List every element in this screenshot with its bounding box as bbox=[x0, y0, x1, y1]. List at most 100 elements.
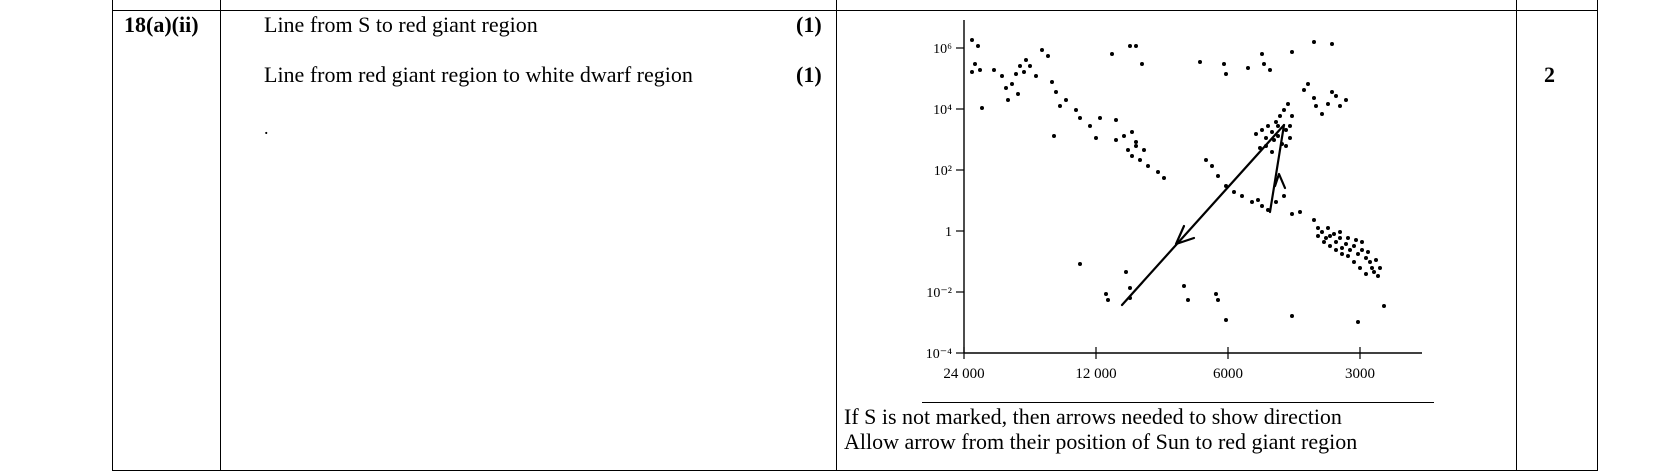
star-point bbox=[992, 68, 996, 72]
star-point bbox=[1058, 104, 1062, 108]
star-point bbox=[1312, 96, 1316, 100]
star-point bbox=[1338, 104, 1342, 108]
x-tick-label: 6000 bbox=[1213, 366, 1243, 382]
star-point bbox=[1022, 70, 1026, 74]
star-point bbox=[1198, 60, 1202, 64]
star-point bbox=[1340, 252, 1344, 256]
star-point bbox=[1004, 86, 1008, 90]
y-tick-label: 10⁶ bbox=[933, 42, 952, 57]
star-point bbox=[1104, 292, 1108, 296]
star-point bbox=[1284, 128, 1288, 132]
star-point bbox=[1260, 128, 1264, 132]
star-point bbox=[1016, 92, 1020, 96]
y-tick-label: 1 bbox=[945, 225, 952, 240]
star-point bbox=[1254, 132, 1258, 136]
star-point bbox=[1306, 82, 1310, 86]
star-point bbox=[1356, 320, 1360, 324]
star-point bbox=[1260, 204, 1264, 208]
star-point bbox=[1098, 116, 1102, 120]
star-point bbox=[1334, 240, 1338, 244]
star-point bbox=[1290, 314, 1294, 318]
star-point bbox=[1330, 42, 1334, 46]
star-point bbox=[1278, 114, 1282, 118]
star-point bbox=[1272, 138, 1276, 142]
star-point bbox=[1346, 254, 1350, 258]
star-point bbox=[1064, 98, 1068, 102]
star-point bbox=[1316, 234, 1320, 238]
star-point bbox=[1106, 298, 1110, 302]
star-point bbox=[1274, 200, 1278, 204]
star-point bbox=[1204, 158, 1208, 162]
mark-2: (1) bbox=[796, 62, 822, 87]
star-point bbox=[1338, 230, 1342, 234]
star-point bbox=[1290, 50, 1294, 54]
star-point bbox=[1328, 234, 1332, 238]
star-point bbox=[1354, 238, 1358, 242]
star-point bbox=[1372, 270, 1376, 274]
star-point bbox=[1312, 40, 1316, 44]
star-point bbox=[1134, 144, 1138, 148]
star-points bbox=[970, 38, 1386, 324]
mark-1: (1) bbox=[796, 12, 822, 37]
star-point bbox=[1050, 80, 1054, 84]
star-point bbox=[1040, 48, 1044, 52]
star-point bbox=[1130, 154, 1134, 158]
star-point bbox=[1382, 304, 1386, 308]
star-point bbox=[1344, 242, 1348, 246]
star-point bbox=[1266, 124, 1270, 128]
star-point bbox=[1010, 82, 1014, 86]
star-point bbox=[1290, 114, 1294, 118]
y-tick-label: 10⁻² bbox=[926, 286, 952, 301]
star-point bbox=[1334, 248, 1338, 252]
star-point bbox=[1138, 158, 1142, 162]
star-point bbox=[1014, 72, 1018, 76]
star-point bbox=[1334, 94, 1338, 98]
star-point bbox=[1360, 240, 1364, 244]
table-col-border-3 bbox=[836, 0, 837, 471]
arrowhead-up-icon bbox=[1273, 172, 1287, 190]
star-point bbox=[1288, 124, 1292, 128]
star-point bbox=[1326, 226, 1330, 230]
x-tick-label: 24 000 bbox=[943, 366, 984, 382]
guidance-note-1: If S is not marked, then arrows needed t… bbox=[844, 404, 1342, 429]
arrowhead-down-icon bbox=[1174, 224, 1196, 246]
star-point bbox=[1110, 52, 1114, 56]
x-ticks: 24 000 12 000 6000 3000 bbox=[943, 347, 1375, 382]
guidance-note-2: Allow arrow from their position of Sun t… bbox=[844, 429, 1358, 454]
star-point bbox=[1006, 98, 1010, 102]
star-point bbox=[1018, 64, 1022, 68]
axes bbox=[963, 20, 1422, 354]
star-point bbox=[978, 68, 982, 72]
star-point bbox=[1370, 266, 1374, 270]
star-point bbox=[1366, 250, 1370, 254]
star-point bbox=[1282, 194, 1286, 198]
star-point bbox=[1182, 284, 1186, 288]
star-point bbox=[1324, 236, 1328, 240]
star-point bbox=[1216, 298, 1220, 302]
table-col-border-1 bbox=[112, 0, 113, 471]
star-point bbox=[1356, 252, 1360, 256]
answer-line-2: Line from red giant region to white dwar… bbox=[264, 62, 693, 87]
star-point bbox=[1338, 236, 1342, 240]
star-point bbox=[1156, 170, 1160, 174]
star-point bbox=[1270, 150, 1274, 154]
star-point bbox=[1330, 90, 1334, 94]
star-point bbox=[1088, 124, 1092, 128]
star-point bbox=[973, 62, 977, 66]
star-point bbox=[1352, 260, 1356, 264]
table-col-border-2 bbox=[220, 0, 221, 471]
star-point bbox=[1130, 130, 1134, 134]
star-point bbox=[970, 38, 974, 42]
star-point bbox=[1270, 130, 1274, 134]
star-point bbox=[1124, 270, 1128, 274]
table-top-border bbox=[112, 10, 1598, 11]
star-point bbox=[1288, 136, 1292, 140]
star-point bbox=[1276, 134, 1280, 138]
star-point bbox=[1000, 74, 1004, 78]
star-point bbox=[1134, 44, 1138, 48]
star-point bbox=[1322, 240, 1326, 244]
star-point bbox=[1122, 134, 1126, 138]
star-point bbox=[1260, 52, 1264, 56]
stray-dot: . bbox=[264, 118, 269, 138]
star-point bbox=[1312, 218, 1316, 222]
